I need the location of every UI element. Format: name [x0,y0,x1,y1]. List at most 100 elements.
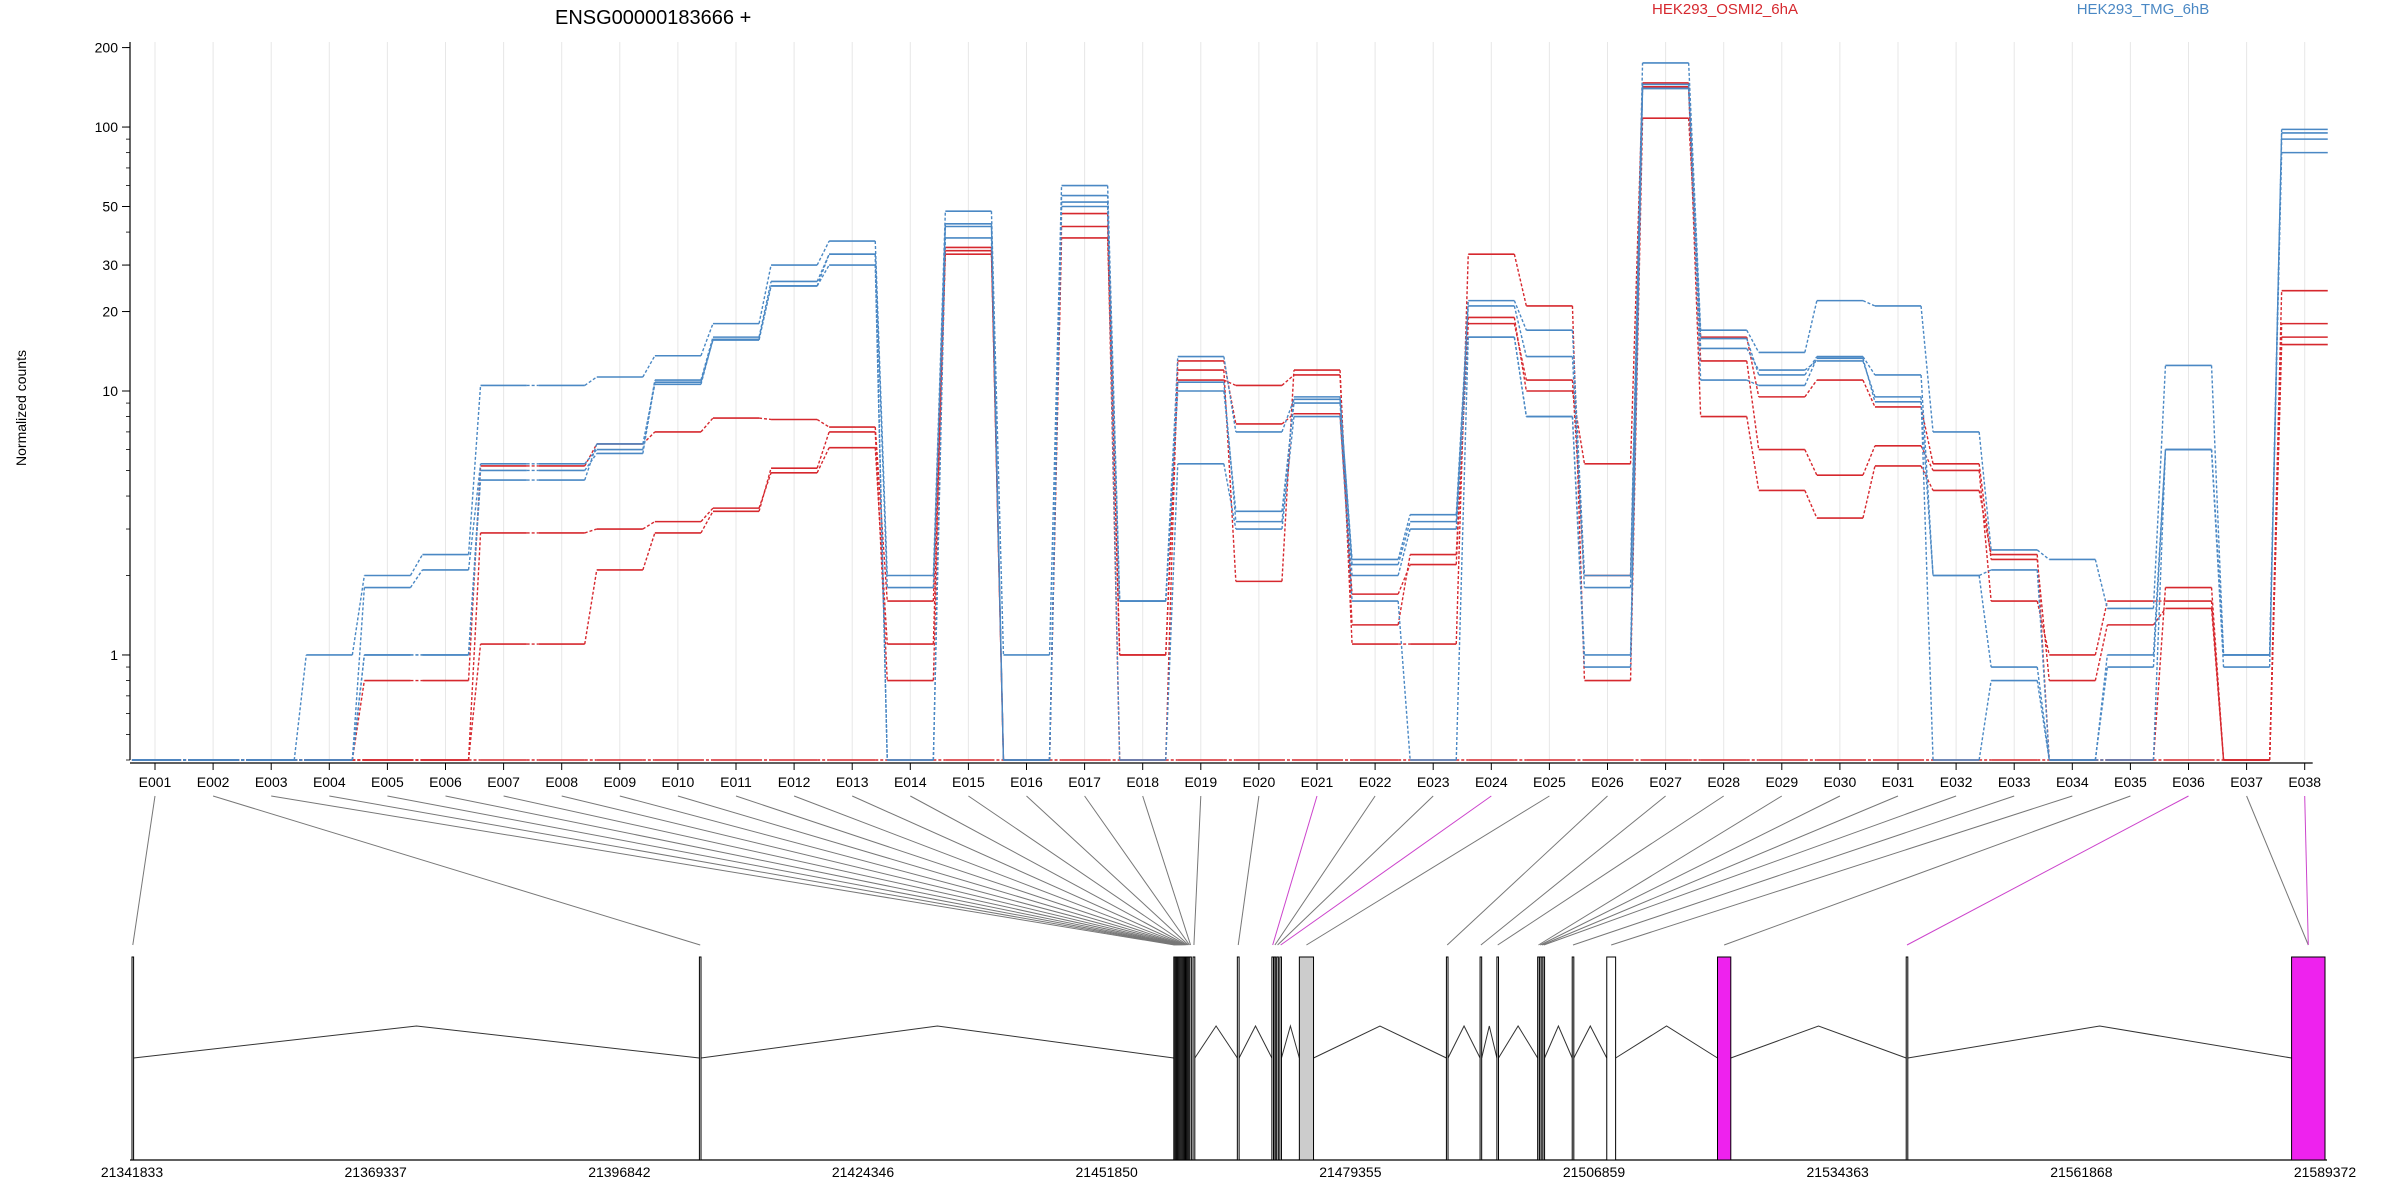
genomic-coordinate-label: 21561868 [2050,1164,2113,1180]
y-axis-label: Normalized counts [13,350,29,466]
series-connector [1339,403,1353,576]
series-connector [874,254,888,761]
exon-connector [1538,795,1783,946]
genomic-coordinate-label: 21451850 [1076,1164,1139,1180]
series-connector [1571,416,1586,668]
series-connector [1629,88,1644,668]
series-connector [642,355,656,378]
exon-connector-lines [132,795,2309,946]
exon-connector [271,795,1175,946]
intron-line [1481,1025,1498,1059]
series-connector [758,281,772,338]
series-connector [1513,253,1528,307]
series-connector [1862,465,1876,519]
series-connector [2036,569,2050,761]
series-connector [1223,356,1237,433]
exon-box [1445,956,1449,1161]
exon-connector [1084,795,1190,946]
x-tick-label: E014 [894,774,927,790]
x-tick-label: E035 [2114,774,2147,790]
intron-line [1907,1025,2292,1059]
exon-connector [1306,795,1550,946]
exon-connector [851,795,1186,946]
chart-title: ENSG00000183666 + [555,7,751,29]
series-connector [1106,213,1121,655]
exon-connector [445,795,1178,946]
exon-connector [387,795,1177,946]
exon-connector [329,795,1176,946]
series-connector [584,453,598,471]
intron-line [133,1025,700,1059]
exon-box [1189,956,1192,1161]
series-connector [1746,416,1760,491]
exon-connector [212,795,701,946]
series-connector [874,265,888,761]
x-tick-label: E019 [1184,774,1217,790]
exon-connector [2246,795,2309,946]
exon-connector [132,795,156,946]
series-connector [1687,88,1702,349]
genomic-coordinate-label: 21479355 [1319,1164,1382,1180]
series-connector [1920,401,1934,576]
x-tick-label: E001 [139,774,172,790]
series-connector [700,417,714,433]
series-connector [1862,360,1876,398]
series-connector [1223,382,1237,522]
exon-box [1279,956,1282,1161]
series-connector [1048,201,1063,761]
intron-line [1194,1025,1238,1059]
series-connector [1629,86,1644,464]
series-connector [1397,601,1411,761]
series-connector [1281,399,1295,433]
exon-connector [735,795,1184,946]
series-connector [1629,88,1644,655]
series-connector [1048,185,1063,655]
series-connector [1920,465,1934,491]
series-connector [584,443,598,481]
series-connector [1223,370,1237,582]
exon-connector [1280,795,1492,946]
x-tick-label: E020 [1243,774,1276,790]
series-connector [700,507,714,523]
series-connector [1455,337,1469,530]
intron-line [1238,1024,1273,1059]
y-tick-label: 100 [95,119,119,135]
series-connector [1223,463,1237,530]
series-connector [351,575,366,656]
exon-connector [503,795,1179,946]
x-tick-label: E015 [952,774,985,790]
series-connector [2210,449,2225,668]
exon-connector [793,795,1185,946]
exon-box [1571,956,1575,1161]
series-connector [1281,416,1295,530]
exon-connector [1572,795,2015,946]
series-connector [1920,396,1934,761]
series-connector [700,323,714,357]
intron-line [1615,1025,1718,1059]
exon-box [1276,956,1279,1161]
y-tick-label: 1 [110,647,118,663]
series-lines [131,62,2328,761]
series-connector [1223,390,1237,512]
exon-box [1606,956,1617,1161]
series-connector [584,449,598,465]
exon-box [1273,956,1277,1161]
genomic-coordinate-label: 21369337 [345,1164,408,1180]
series-connector [932,223,947,588]
intron-line [1280,1024,1300,1059]
x-tick-label: E026 [1591,774,1624,790]
series-connector [1978,680,1992,761]
exon-connector [968,795,1188,946]
gene-model: 21341833 21369337 21396842 21424346 21451850… [101,956,2356,1180]
series-connector [1281,413,1295,425]
series-connector [1804,449,1818,476]
series-connector [2152,365,2167,609]
x-tick-label: E036 [2172,774,2205,790]
series-connector [1397,564,1411,595]
y-tick-label: 20 [102,304,118,320]
genomic-coordinate-label: 21396842 [588,1164,651,1180]
series-connector [1920,445,1934,471]
series-connector [1281,374,1295,386]
intron-line [1573,1024,1608,1059]
